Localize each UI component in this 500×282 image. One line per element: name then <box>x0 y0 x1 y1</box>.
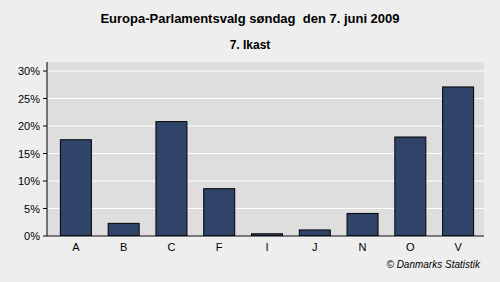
tick-label: 20% <box>18 120 40 132</box>
subtitle: 7. Ikast <box>230 38 271 52</box>
tick-mark <box>43 208 47 209</box>
tick-mark <box>43 98 47 99</box>
tick-mark <box>43 181 47 182</box>
x-axis <box>47 236 484 237</box>
category-label: I <box>265 241 268 253</box>
bar <box>108 223 139 236</box>
bar <box>156 122 187 236</box>
category-label: O <box>406 241 415 253</box>
tick-label: 30% <box>18 65 40 77</box>
plot-area <box>47 62 484 236</box>
title: Europa-Parlamentsvalg søndag den 7. juni… <box>100 11 399 26</box>
source: © Danmarks Statistik <box>386 259 481 270</box>
bars <box>60 87 473 236</box>
tick-mark <box>43 71 47 72</box>
grid-line <box>47 126 484 127</box>
tick-label: 15% <box>18 148 40 160</box>
tick-label: 10% <box>18 175 40 187</box>
bar <box>299 230 330 236</box>
category-label: N <box>359 241 367 253</box>
bar <box>347 213 378 236</box>
tick-label: 0% <box>24 230 40 242</box>
chart: Europa-Parlamentsvalg søndag den 7. juni… <box>0 0 500 282</box>
grid-line <box>47 71 484 72</box>
tick-label: 25% <box>18 93 40 105</box>
bar <box>204 189 235 236</box>
tick-label: 5% <box>24 203 40 215</box>
y-axis <box>47 62 48 236</box>
category-label: F <box>216 241 223 253</box>
category-label: C <box>167 241 175 253</box>
bar <box>60 140 91 236</box>
category-label: J <box>312 241 318 253</box>
tick-mark <box>43 153 47 154</box>
background <box>0 0 500 282</box>
tick-mark <box>43 126 47 127</box>
grid-line <box>47 236 484 237</box>
bar <box>443 87 474 236</box>
category-label: A <box>72 241 80 253</box>
grid-line <box>47 98 484 99</box>
tick-mark <box>43 236 47 237</box>
category-label: V <box>454 241 462 253</box>
bar <box>395 137 426 236</box>
category-label: B <box>120 241 127 253</box>
